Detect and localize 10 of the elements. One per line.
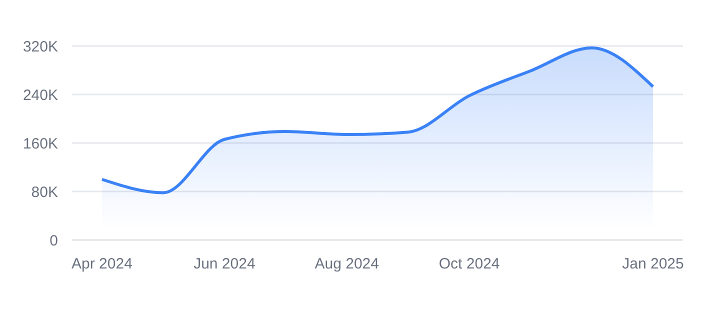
- x-tick-label: Jun 2024: [194, 256, 256, 273]
- x-tick-label: Aug 2024: [314, 256, 380, 273]
- y-tick-label: 160K: [22, 135, 58, 152]
- x-tick-label: Oct 2024: [438, 256, 500, 273]
- x-tick-label: Apr 2024: [72, 256, 132, 273]
- y-tick-label: 80K: [31, 184, 58, 201]
- x-tick-label: Jan 2025: [622, 256, 684, 273]
- y-tick-label: 240K: [22, 86, 58, 104]
- y-tick-label: 320K: [22, 38, 58, 56]
- y-tick-label: 0: [50, 232, 58, 250]
